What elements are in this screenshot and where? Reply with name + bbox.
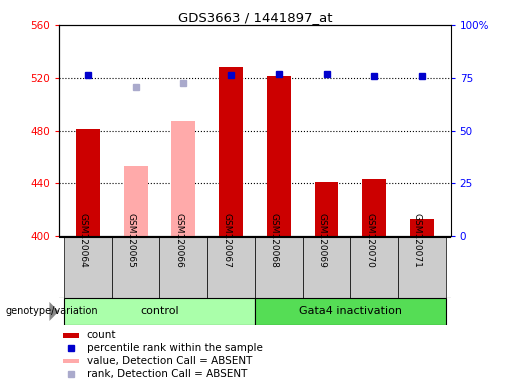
Bar bbox=[64, 237, 112, 298]
Bar bbox=[207, 237, 255, 298]
Bar bbox=[303, 237, 350, 298]
Bar bbox=[160, 237, 207, 298]
Text: control: control bbox=[140, 306, 179, 316]
Text: GSM120066: GSM120066 bbox=[174, 212, 183, 267]
Text: GSM120065: GSM120065 bbox=[127, 212, 135, 267]
Bar bbox=[255, 298, 446, 325]
Bar bbox=[350, 237, 398, 298]
Text: GSM120070: GSM120070 bbox=[365, 212, 374, 267]
Bar bbox=[255, 237, 303, 298]
Bar bbox=[112, 237, 160, 298]
Text: GSM120064: GSM120064 bbox=[79, 213, 88, 267]
Bar bbox=[124, 166, 147, 236]
Bar bbox=[171, 121, 195, 236]
Text: percentile rank within the sample: percentile rank within the sample bbox=[87, 343, 263, 353]
Text: rank, Detection Call = ABSENT: rank, Detection Call = ABSENT bbox=[87, 369, 247, 379]
Bar bbox=[398, 237, 446, 298]
Bar bbox=[64, 298, 255, 325]
Bar bbox=[76, 129, 100, 236]
Bar bbox=[363, 179, 386, 236]
Bar bbox=[219, 67, 243, 236]
Text: GSM120069: GSM120069 bbox=[318, 212, 327, 267]
Bar bbox=[267, 76, 291, 236]
Text: count: count bbox=[87, 331, 116, 341]
Bar bbox=[63, 359, 79, 363]
Bar bbox=[410, 219, 434, 236]
Polygon shape bbox=[49, 302, 59, 321]
Text: Gata4 inactivation: Gata4 inactivation bbox=[299, 306, 402, 316]
Text: GSM120071: GSM120071 bbox=[413, 212, 422, 267]
Text: genotype/variation: genotype/variation bbox=[5, 306, 98, 316]
Title: GDS3663 / 1441897_at: GDS3663 / 1441897_at bbox=[178, 11, 332, 24]
Bar bbox=[315, 182, 338, 236]
Text: GSM120068: GSM120068 bbox=[270, 212, 279, 267]
Text: GSM120067: GSM120067 bbox=[222, 212, 231, 267]
Text: value, Detection Call = ABSENT: value, Detection Call = ABSENT bbox=[87, 356, 252, 366]
Bar bbox=[63, 333, 79, 338]
